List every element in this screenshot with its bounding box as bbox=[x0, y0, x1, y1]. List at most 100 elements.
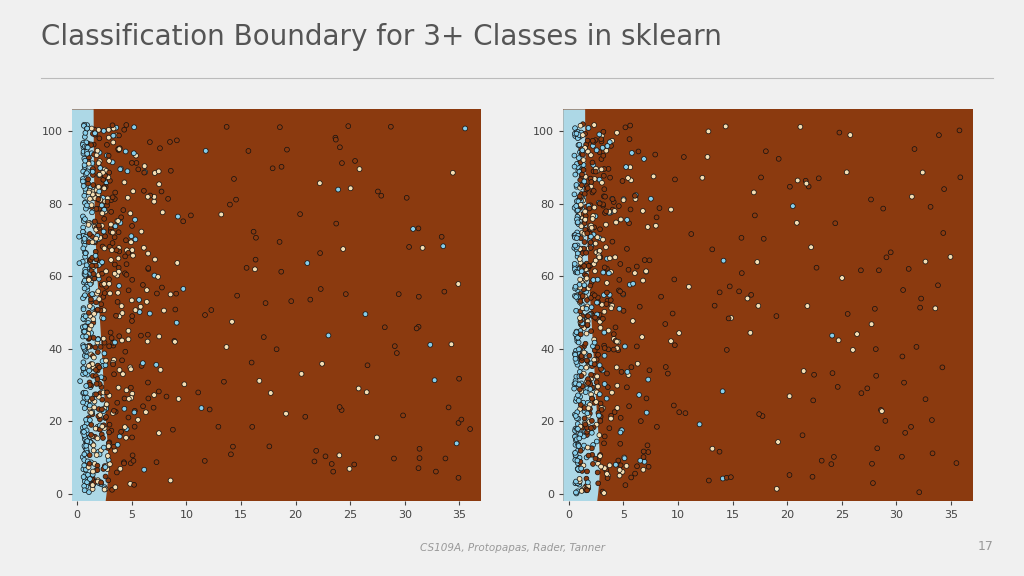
Point bbox=[589, 314, 605, 323]
Point bbox=[105, 341, 122, 350]
Point bbox=[575, 432, 592, 441]
Point bbox=[398, 193, 415, 202]
Point bbox=[585, 136, 601, 145]
Point bbox=[83, 255, 99, 264]
Point bbox=[77, 142, 93, 151]
Point bbox=[586, 120, 602, 130]
Point bbox=[85, 441, 101, 450]
Point bbox=[411, 464, 427, 473]
Point bbox=[81, 487, 97, 497]
Point bbox=[592, 247, 608, 256]
Point bbox=[390, 290, 407, 299]
Point bbox=[76, 214, 92, 223]
Point bbox=[647, 150, 664, 159]
Point bbox=[569, 348, 586, 357]
Point bbox=[102, 225, 119, 234]
Point bbox=[387, 342, 403, 351]
Point bbox=[586, 186, 602, 195]
Point bbox=[575, 348, 592, 357]
Point bbox=[574, 120, 591, 129]
Point bbox=[570, 127, 587, 137]
Point bbox=[84, 290, 100, 299]
Point bbox=[581, 123, 597, 132]
Point bbox=[635, 453, 651, 462]
Point bbox=[793, 122, 809, 131]
Point bbox=[581, 201, 597, 210]
Point bbox=[585, 342, 601, 351]
Point bbox=[449, 439, 465, 448]
Point bbox=[117, 394, 133, 403]
Point bbox=[575, 369, 592, 378]
Point bbox=[569, 355, 586, 364]
Point bbox=[584, 444, 600, 453]
Point bbox=[84, 166, 100, 175]
Point bbox=[568, 180, 585, 190]
Point bbox=[131, 308, 147, 317]
Point bbox=[903, 422, 920, 431]
Point bbox=[81, 324, 97, 334]
Point bbox=[101, 391, 118, 400]
Point bbox=[82, 408, 98, 417]
Point bbox=[75, 138, 91, 147]
Point bbox=[86, 274, 102, 283]
Point bbox=[567, 450, 584, 460]
Point bbox=[76, 388, 92, 397]
Point bbox=[567, 376, 584, 385]
Point bbox=[781, 182, 798, 191]
Point bbox=[95, 407, 112, 416]
Point bbox=[190, 388, 207, 397]
Point bbox=[584, 303, 600, 312]
Point bbox=[443, 340, 460, 349]
Point bbox=[575, 285, 592, 294]
Point bbox=[95, 433, 112, 442]
Point bbox=[568, 346, 585, 355]
Point bbox=[197, 456, 213, 465]
Point bbox=[409, 324, 425, 333]
Point bbox=[72, 259, 88, 268]
Point bbox=[571, 167, 588, 176]
Point bbox=[111, 254, 127, 263]
Point bbox=[567, 354, 584, 363]
Point bbox=[590, 298, 606, 307]
Point bbox=[590, 468, 606, 477]
Point bbox=[770, 154, 786, 164]
Point bbox=[579, 423, 595, 433]
Point bbox=[96, 423, 113, 433]
Point bbox=[571, 453, 588, 463]
Point bbox=[79, 263, 95, 272]
Point bbox=[580, 484, 596, 493]
Point bbox=[140, 394, 157, 403]
Point bbox=[577, 419, 593, 428]
Point bbox=[612, 215, 629, 224]
Point bbox=[578, 275, 594, 284]
Point bbox=[78, 312, 94, 321]
Point bbox=[872, 406, 889, 415]
Point bbox=[85, 129, 101, 138]
Point bbox=[79, 439, 95, 448]
Point bbox=[78, 249, 94, 258]
Point bbox=[570, 478, 587, 487]
Point bbox=[93, 259, 110, 268]
Point bbox=[148, 457, 165, 467]
Point bbox=[573, 278, 590, 287]
Point bbox=[325, 467, 341, 476]
Point bbox=[570, 338, 587, 347]
Point bbox=[84, 469, 100, 478]
Point bbox=[570, 265, 587, 274]
Point bbox=[569, 391, 586, 400]
Point bbox=[566, 151, 583, 160]
Point bbox=[79, 285, 95, 294]
Point bbox=[146, 168, 163, 177]
Point bbox=[610, 456, 627, 465]
Point bbox=[625, 316, 641, 325]
Point bbox=[578, 349, 594, 358]
Point bbox=[273, 267, 290, 276]
Point bbox=[842, 130, 858, 139]
Point bbox=[578, 185, 594, 194]
Point bbox=[568, 202, 585, 211]
Point bbox=[103, 195, 120, 204]
Point bbox=[581, 244, 597, 253]
Point bbox=[798, 176, 814, 185]
Point bbox=[84, 124, 100, 133]
Point bbox=[588, 167, 604, 176]
